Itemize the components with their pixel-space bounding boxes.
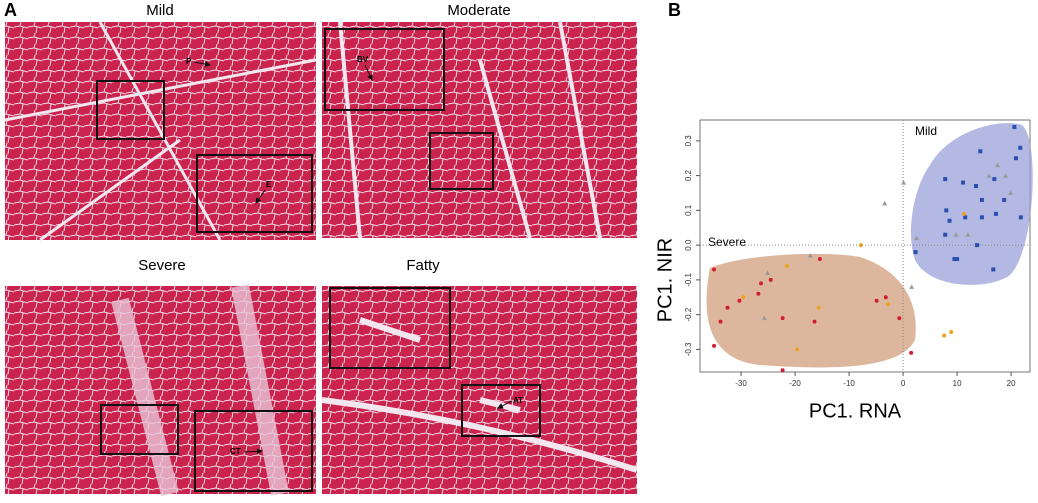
point <box>962 211 967 216</box>
image-title: Severe <box>138 257 186 274</box>
image-title: Fatty <box>406 257 440 274</box>
point <box>949 330 954 335</box>
point <box>795 347 800 352</box>
point <box>765 270 771 275</box>
point <box>1012 124 1017 129</box>
point <box>901 180 907 185</box>
point <box>817 257 822 262</box>
point <box>759 281 764 286</box>
image-title: Moderate <box>447 2 510 19</box>
point <box>973 184 978 189</box>
point <box>712 343 717 348</box>
point <box>993 211 998 216</box>
point <box>812 319 817 324</box>
point <box>991 267 996 272</box>
panel-label: A <box>4 0 17 20</box>
point <box>965 232 971 237</box>
x-tick-label: 0 <box>901 379 906 388</box>
point <box>737 298 742 303</box>
point <box>756 291 761 296</box>
point <box>914 235 920 241</box>
point <box>816 305 821 310</box>
image-moderate: Moderate BV <box>322 2 637 239</box>
y-tick-label: -0.3 <box>684 342 693 356</box>
point <box>1018 215 1023 220</box>
point <box>943 177 948 182</box>
region-label: Mild <box>915 124 937 138</box>
point <box>807 253 813 258</box>
image-severe: Severe CT <box>5 257 316 497</box>
point <box>943 232 948 237</box>
point <box>761 315 767 321</box>
y-tick-label: 0.1 <box>684 204 693 216</box>
point <box>995 162 1001 168</box>
point <box>780 316 785 321</box>
point <box>1003 173 1009 178</box>
x-tick-label: 10 <box>953 379 962 388</box>
annotation: BV <box>357 55 369 64</box>
x-axis-label: PC1. RNA <box>809 400 902 422</box>
point <box>961 180 966 185</box>
point <box>718 319 723 324</box>
x-tick-label: -20 <box>789 379 801 388</box>
point <box>882 200 888 206</box>
x-tick-label: -30 <box>735 379 747 388</box>
scatter-plot: Mild Severe PC1. RNA PC1. NIR -30 -20 -10 0… <box>654 119 1033 422</box>
y-tick-label: 0.2 <box>684 170 693 182</box>
point <box>975 243 980 248</box>
point <box>725 305 730 310</box>
image-mild: Mild P E <box>4 2 317 242</box>
point <box>883 295 888 300</box>
point <box>858 243 863 248</box>
point <box>979 197 984 202</box>
annotation: AT <box>513 396 523 405</box>
panel-label: B <box>668 0 681 20</box>
point <box>909 350 914 355</box>
point <box>768 277 773 282</box>
point <box>1002 197 1007 202</box>
point <box>978 149 983 154</box>
point <box>885 302 890 307</box>
point <box>1018 145 1023 150</box>
point <box>913 250 918 255</box>
y-axis-label: PC1. NIR <box>654 238 676 322</box>
x-tick-label: 20 <box>1007 379 1016 388</box>
point <box>952 257 957 262</box>
image-fatty: Fatty AT <box>321 257 638 494</box>
point <box>963 215 968 220</box>
annotation: E <box>266 180 272 189</box>
point <box>897 316 902 321</box>
x-tick-label: -10 <box>843 379 855 388</box>
annotation: CT <box>230 447 241 456</box>
point <box>942 333 947 338</box>
y-tick-label: -0.2 <box>684 307 693 321</box>
point <box>874 298 879 303</box>
y-tick-label: -0.1 <box>684 272 693 286</box>
image-title: Mild <box>146 2 174 19</box>
point <box>955 257 960 262</box>
point <box>986 173 992 178</box>
point <box>944 208 949 213</box>
point <box>953 232 959 237</box>
point <box>1013 156 1018 161</box>
point <box>1008 190 1014 195</box>
point <box>909 284 915 289</box>
point <box>784 263 789 268</box>
point <box>741 295 746 300</box>
y-tick-label: 0.0 <box>684 239 693 251</box>
point <box>979 215 984 220</box>
y-tick-label: 0.3 <box>684 135 693 147</box>
point <box>712 267 717 272</box>
annotation: P <box>186 57 192 66</box>
point <box>780 368 785 373</box>
point <box>992 177 997 182</box>
point <box>947 218 952 223</box>
region-label: Severe <box>708 235 746 249</box>
